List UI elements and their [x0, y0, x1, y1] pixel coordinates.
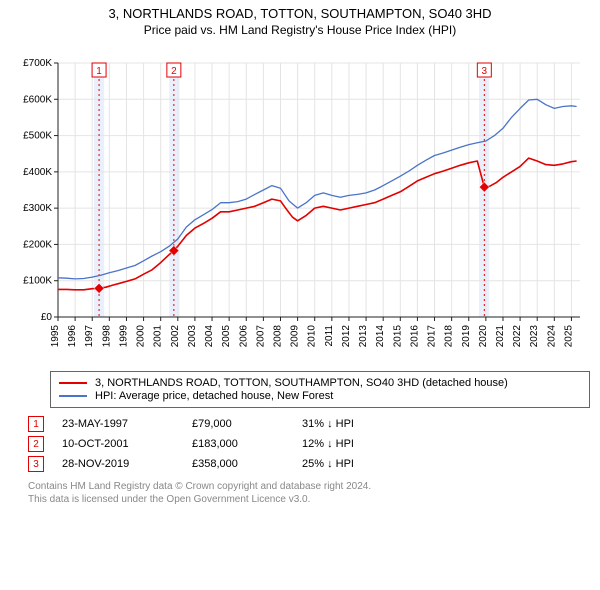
svg-text:2023: 2023 [529, 325, 540, 348]
chart-container: { "title": "3, NORTHLANDS ROAD, TOTTON, … [0, 0, 600, 590]
chart-title: 3, NORTHLANDS ROAD, TOTTON, SOUTHAMPTON,… [0, 6, 600, 21]
event-diff: 31% ↓ HPI [302, 418, 354, 430]
footnote-line: Contains HM Land Registry data © Crown c… [28, 480, 590, 493]
svg-text:2012: 2012 [341, 325, 352, 348]
svg-text:2002: 2002 [170, 325, 181, 348]
svg-text:2018: 2018 [444, 325, 455, 348]
svg-text:2003: 2003 [187, 325, 198, 348]
svg-text:2004: 2004 [204, 325, 215, 348]
legend-item: 3, NORTHLANDS ROAD, TOTTON, SOUTHAMPTON,… [59, 377, 581, 389]
chart-subtitle: Price paid vs. HM Land Registry's House … [0, 23, 600, 37]
event-badge: 1 [28, 416, 44, 432]
svg-text:1999: 1999 [118, 325, 129, 348]
svg-text:2: 2 [171, 66, 177, 77]
svg-text:2015: 2015 [392, 325, 403, 348]
svg-text:£500K: £500K [23, 131, 52, 142]
legend-label: HPI: Average price, detached house, New … [95, 390, 333, 402]
event-price: £358,000 [192, 458, 302, 470]
svg-text:£200K: £200K [23, 239, 52, 250]
svg-text:2019: 2019 [461, 325, 472, 348]
svg-text:£300K: £300K [23, 203, 52, 214]
svg-text:1995: 1995 [50, 325, 61, 348]
svg-text:3: 3 [482, 66, 488, 77]
svg-text:2007: 2007 [255, 325, 266, 348]
svg-text:2008: 2008 [272, 325, 283, 348]
svg-text:£100K: £100K [23, 276, 52, 287]
svg-text:2006: 2006 [238, 325, 249, 348]
svg-text:2022: 2022 [512, 325, 523, 348]
svg-text:1998: 1998 [101, 325, 112, 348]
svg-text:2016: 2016 [409, 325, 420, 348]
footnote: Contains HM Land Registry data © Crown c… [28, 480, 590, 506]
svg-text:2010: 2010 [307, 325, 318, 348]
svg-text:£0: £0 [41, 312, 53, 323]
svg-text:2009: 2009 [290, 325, 301, 348]
chart-legend: 3, NORTHLANDS ROAD, TOTTON, SOUTHAMPTON,… [50, 371, 590, 408]
legend-label: 3, NORTHLANDS ROAD, TOTTON, SOUTHAMPTON,… [95, 377, 508, 389]
svg-text:2001: 2001 [153, 325, 164, 348]
event-table: 1 23-MAY-1997£79,00031% ↓ HPI 2 10-OCT-2001… [28, 416, 590, 472]
svg-text:2017: 2017 [427, 325, 438, 348]
svg-text:1996: 1996 [67, 325, 78, 348]
legend-swatch [59, 395, 87, 397]
svg-text:£600K: £600K [23, 94, 52, 105]
event-date: 10-OCT-2001 [62, 438, 192, 450]
event-row: 1 23-MAY-1997£79,00031% ↓ HPI [28, 416, 590, 432]
svg-text:2025: 2025 [563, 325, 574, 348]
event-badge: 2 [28, 436, 44, 452]
event-date: 28-NOV-2019 [62, 458, 192, 470]
event-diff: 12% ↓ HPI [302, 438, 354, 450]
footnote-line: This data is licensed under the Open Gov… [28, 493, 590, 506]
svg-text:2013: 2013 [358, 325, 369, 348]
event-diff: 25% ↓ HPI [302, 458, 354, 470]
svg-text:£700K: £700K [23, 58, 52, 69]
svg-text:1: 1 [96, 66, 102, 77]
chart-plot: £0 £100K £200K £300K £400K £500K £600K £700K 199… [10, 45, 590, 365]
svg-text:1997: 1997 [84, 325, 95, 348]
event-badge: 3 [28, 456, 44, 472]
line-chart-svg: £0 £100K £200K £300K £400K £500K £600K £700K 199… [10, 45, 586, 365]
svg-text:2000: 2000 [136, 325, 147, 348]
svg-text:2020: 2020 [478, 325, 489, 348]
event-price: £79,000 [192, 418, 302, 430]
svg-text:£400K: £400K [23, 167, 52, 178]
svg-text:2011: 2011 [324, 325, 335, 347]
svg-text:2021: 2021 [495, 325, 506, 348]
event-row: 3 28-NOV-2019£358,00025% ↓ HPI [28, 456, 590, 472]
event-price: £183,000 [192, 438, 302, 450]
svg-text:2014: 2014 [375, 325, 386, 348]
svg-text:2005: 2005 [221, 325, 232, 348]
legend-swatch [59, 382, 87, 384]
svg-text:2024: 2024 [546, 325, 557, 348]
legend-item: HPI: Average price, detached house, New … [59, 390, 581, 402]
chart-titles: 3, NORTHLANDS ROAD, TOTTON, SOUTHAMPTON,… [0, 0, 600, 37]
event-row: 2 10-OCT-2001£183,00012% ↓ HPI [28, 436, 590, 452]
event-date: 23-MAY-1997 [62, 418, 192, 430]
